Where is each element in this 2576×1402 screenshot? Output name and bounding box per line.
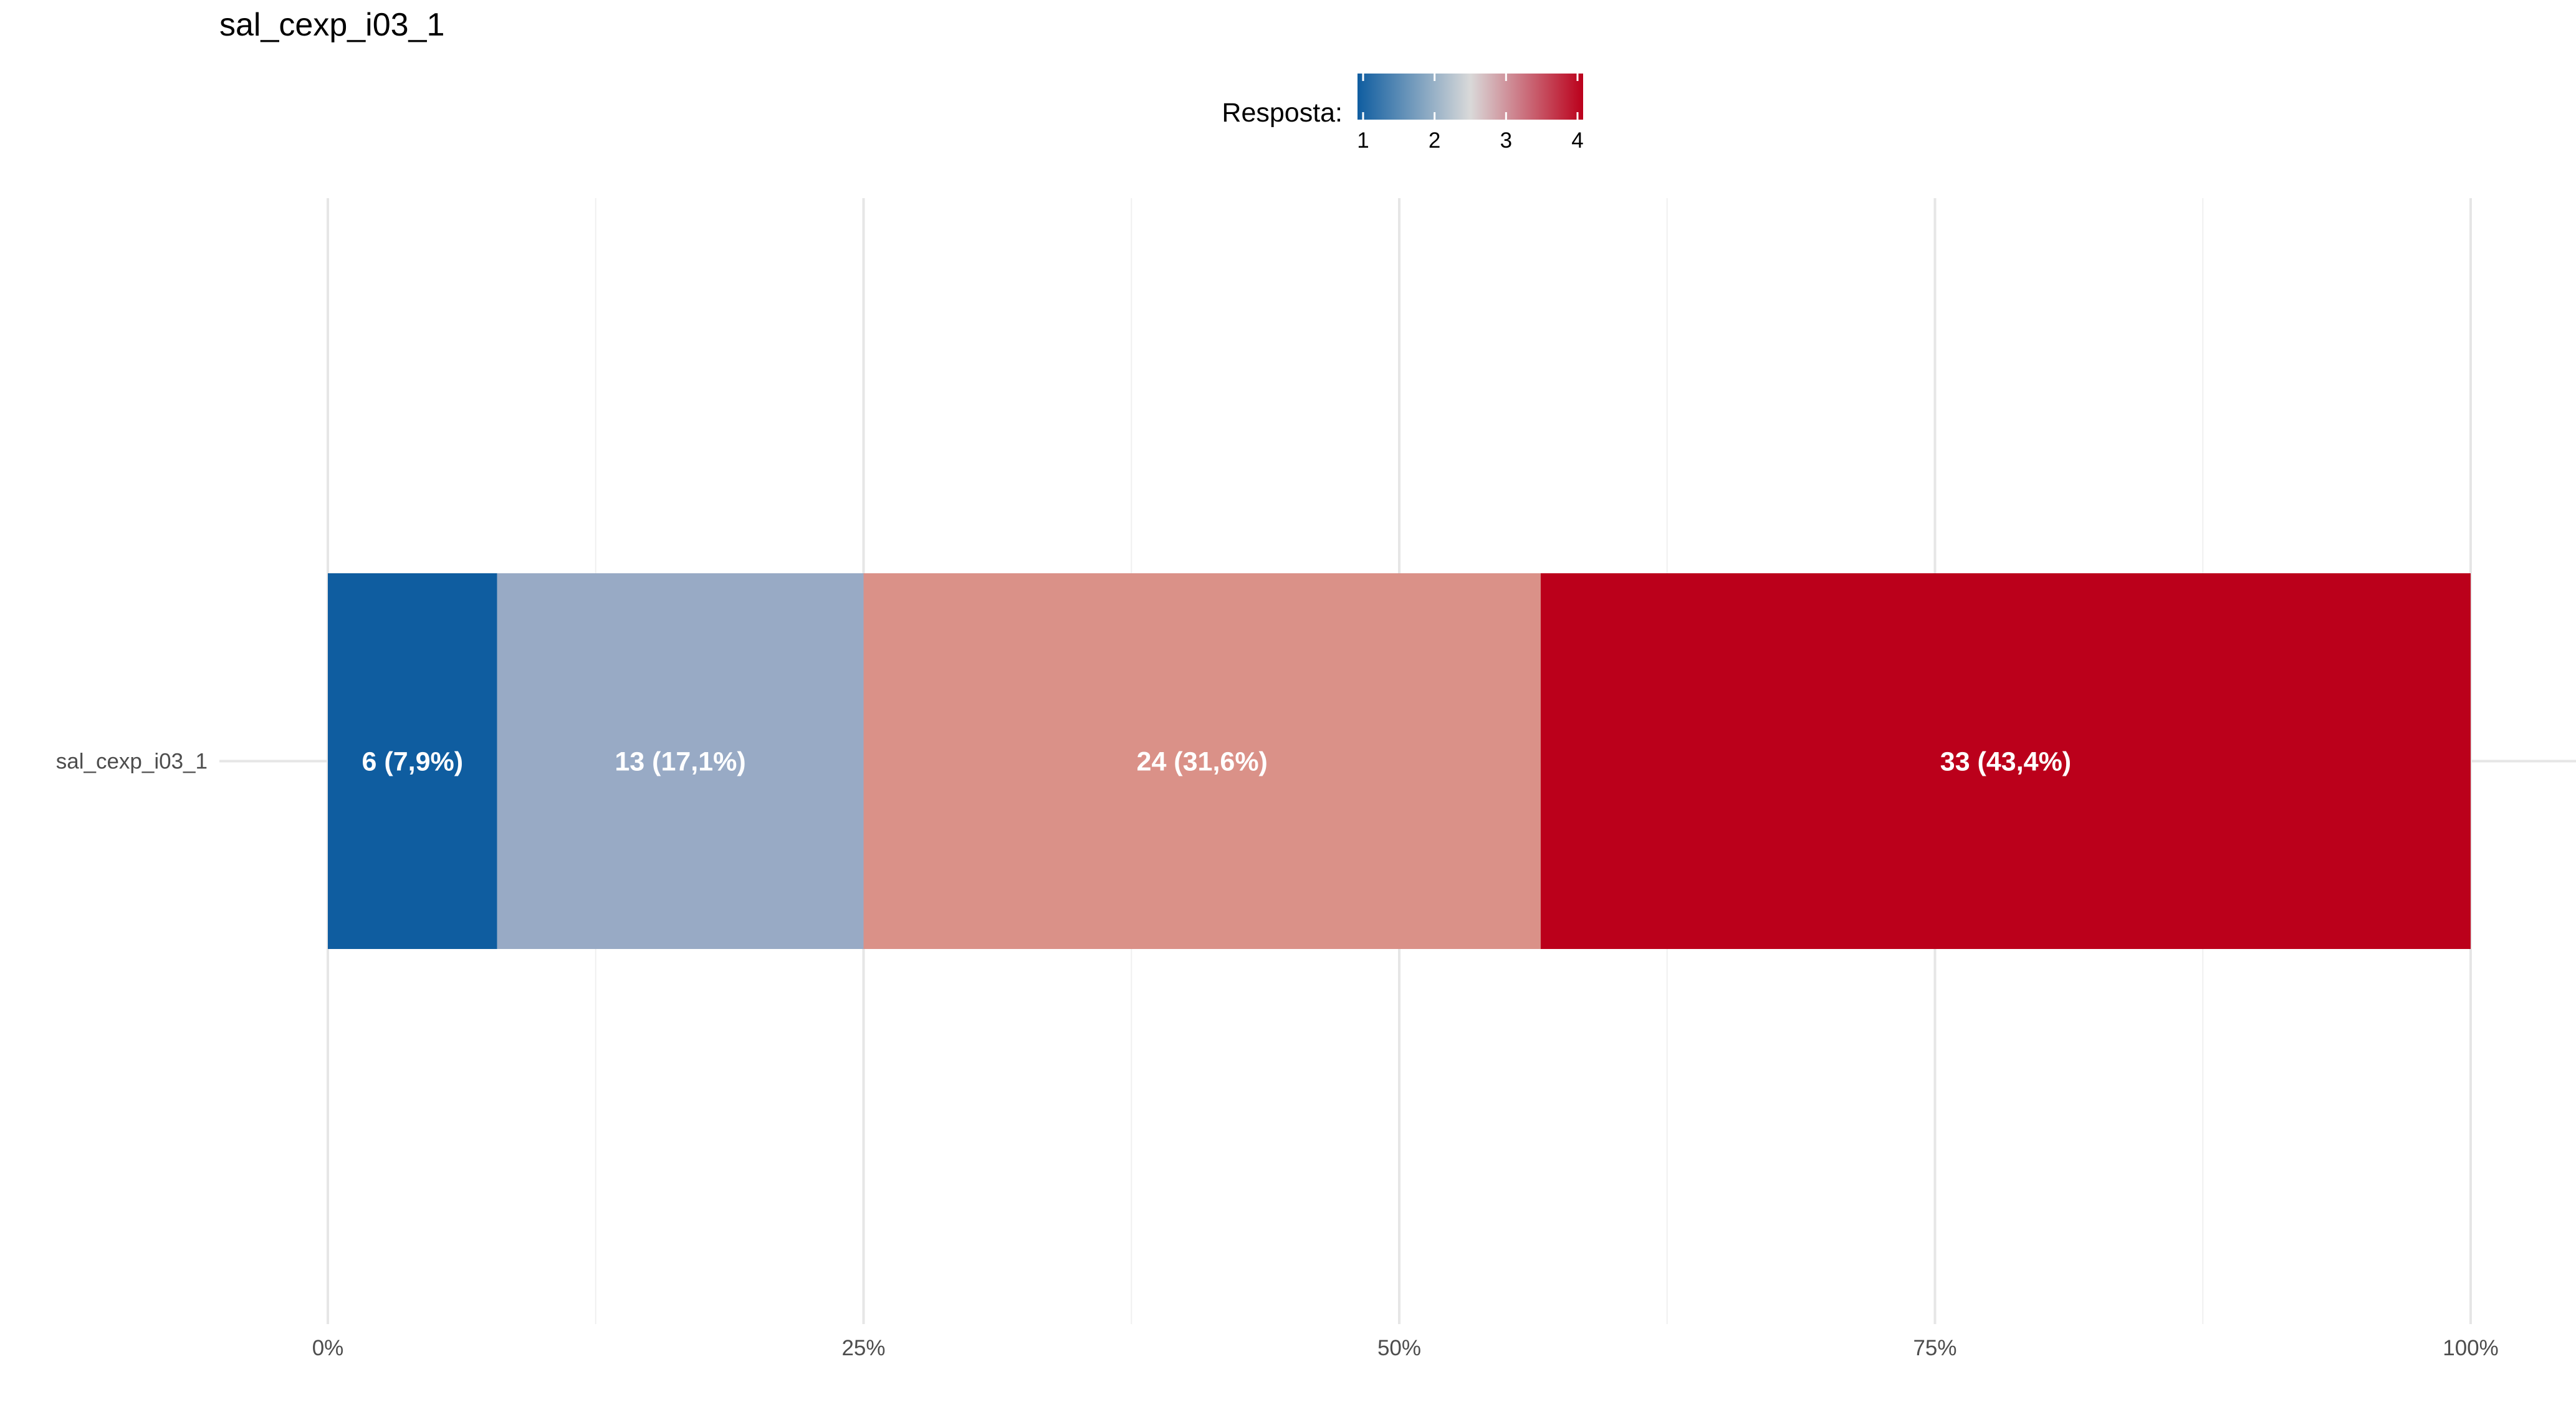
legend-tick-label: 2: [1429, 128, 1440, 153]
y-tick-label: sal_cexp_i03_1: [56, 750, 208, 774]
bar-segment-2: [497, 573, 864, 949]
legend: Resposta: 1 2 3 4: [1222, 74, 1584, 153]
legend-title: Resposta:: [1222, 98, 1343, 128]
chart-title: sal_cexp_i03_1: [219, 7, 444, 43]
x-tick-label: 25%: [841, 1336, 885, 1360]
bar-segments: [328, 573, 2471, 949]
legend-color-bar: [1357, 74, 1583, 120]
x-tick-label: 50%: [1377, 1336, 1421, 1360]
data-label: 33 (43,4%): [1940, 747, 2071, 777]
data-label: 24 (31,6%): [1137, 747, 1268, 777]
data-label: 6 (7,9%): [362, 747, 464, 777]
legend-tick-label: 1: [1357, 128, 1369, 153]
x-tick-label: 0%: [312, 1336, 344, 1360]
axes: 0% 25% 50% 75% 100% sal_cexp_i03_1: [56, 750, 2499, 1361]
x-tick-label: 75%: [1913, 1336, 1956, 1360]
x-tick-label: 100%: [2443, 1336, 2499, 1360]
bar-segment-3: [863, 573, 1541, 949]
bar-segment-1: [328, 573, 497, 949]
data-labels: 6 (7,9%) 13 (17,1%) 24 (31,6%) 33 (43,4%): [362, 747, 2072, 777]
data-label: 13 (17,1%): [615, 747, 745, 777]
legend-tick-label: 3: [1500, 128, 1512, 153]
legend-tick-label: 4: [1571, 128, 1583, 153]
bar-segment-4: [1540, 573, 2471, 949]
